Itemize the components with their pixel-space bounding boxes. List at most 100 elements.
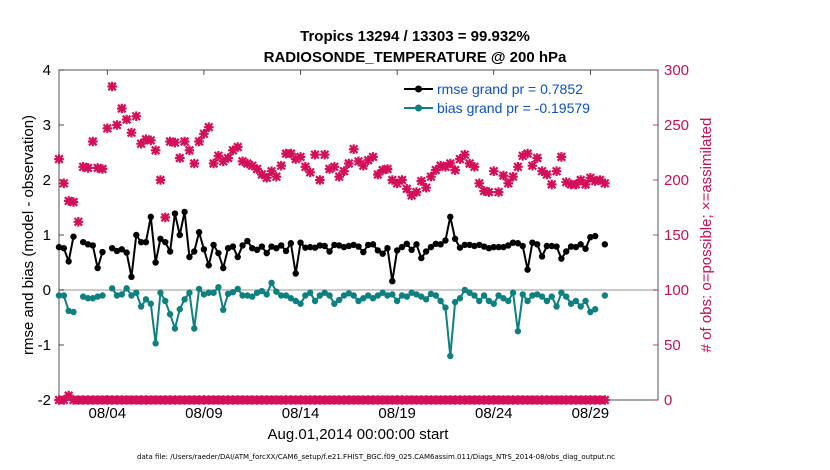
bias-point [567,300,575,307]
obs-assimilated-marker [73,395,84,405]
rmse-point [210,241,217,249]
obs-assimilated-marker [551,395,562,405]
y-tick-label-right: 200 [664,172,689,189]
obs-assimilated-marker [83,395,93,405]
obs-assimilated-marker [97,395,108,405]
obs-possible-marker [300,162,311,172]
obs-possible-marker [517,151,528,161]
obs-assimilated-marker [179,395,190,405]
obs-possible-marker [339,166,349,176]
y-tick-label-right: 250 [664,117,689,134]
obs-assimilated-marker [218,395,229,405]
bias-point [398,292,406,299]
obs-assimilated-marker [358,395,369,405]
rmse-point [461,241,468,249]
obs-assimilated-marker [546,395,557,405]
x-tick-label: 08/14 [282,405,320,422]
obs-assimilated-marker [600,395,610,405]
rmse-point [157,235,164,243]
rmse-point [84,241,92,248]
obs-possible-marker [92,163,103,173]
obs-possible-marker [213,151,224,161]
obs-assimilated-marker [223,395,233,405]
bias-point [553,303,560,310]
bias-point [408,289,415,296]
obs-assimilated-marker [300,395,311,405]
rmse-point [263,249,270,257]
bias-point [577,303,584,310]
rmse-point [152,259,159,266]
bias-point [302,292,309,299]
obs-possible-marker [237,156,248,167]
rmse-point [89,242,97,249]
plot-area-frame [58,69,659,401]
bias-point [99,292,106,299]
rmse-point [572,243,580,251]
bias-point [345,290,353,297]
obs-possible-marker [165,136,175,147]
bias-point [490,300,497,307]
rmse-point [548,242,555,250]
legend-bias-marker [415,104,422,112]
rmse-point [355,243,362,250]
obs-possible-marker [54,154,64,164]
rmse-point [278,242,285,249]
obs-assimilated-marker [194,395,204,405]
obs-possible-marker [174,153,185,163]
rmse-point [94,264,101,272]
obs-possible-marker [78,162,88,172]
obs-assimilated-marker [537,395,547,405]
rmse-point [335,242,343,249]
bias-point [292,297,299,305]
obs-possible-marker [160,212,171,223]
bias-point [229,289,237,296]
obs-possible-marker [126,127,137,138]
rmse-point [456,244,464,251]
obs-assimilated-marker [242,395,253,405]
bias-point [558,289,565,296]
obs-assimilated-marker [189,395,200,405]
obs-possible-marker [59,178,69,189]
obs-assimilated-marker [324,395,335,405]
obs-assimilated-marker [416,395,427,405]
bias-point [195,285,203,293]
rmse-point [538,253,546,260]
obs-assimilated-marker [455,395,465,405]
obs-possible-marker [319,149,330,160]
bias-point [128,292,135,299]
bias-point [534,291,541,298]
bias-point [389,291,396,298]
obs-possible-marker [83,163,93,173]
obs-possible-marker [421,182,431,193]
rmse-point [220,264,227,272]
obs-possible-marker [257,169,267,180]
rmse-point [577,241,584,248]
rmse-point [306,243,314,251]
bias-point [210,289,217,296]
rmse-point [422,248,430,255]
obs-possible-marker [416,176,427,186]
rmse-point [534,241,541,248]
rmse-point [437,241,444,248]
y-tick-label-left: -2 [38,392,51,409]
bias-point [118,291,125,298]
obs-possible-marker [203,122,214,132]
obs-possible-marker [411,187,422,197]
obs-possible-marker [102,123,113,134]
legend-rmse-label: rmse grand pr = 0.7852 [437,81,583,97]
obs-possible-marker [155,175,166,185]
rmse-point [55,243,63,251]
rmse-point [587,234,594,241]
bias-point [181,296,188,303]
obs-assimilated-marker [286,395,296,405]
rmse-point [369,241,377,248]
obs-assimilated-marker [276,395,287,405]
obs-possible-marker [290,154,301,164]
obs-assimilated-marker [199,395,209,405]
obs-assimilated-marker [266,395,277,405]
obs-possible-marker [116,103,127,114]
obs-possible-marker [450,165,460,175]
obs-possible-marker [440,162,451,172]
rmse-point [563,248,570,255]
rmse-point [118,246,125,253]
